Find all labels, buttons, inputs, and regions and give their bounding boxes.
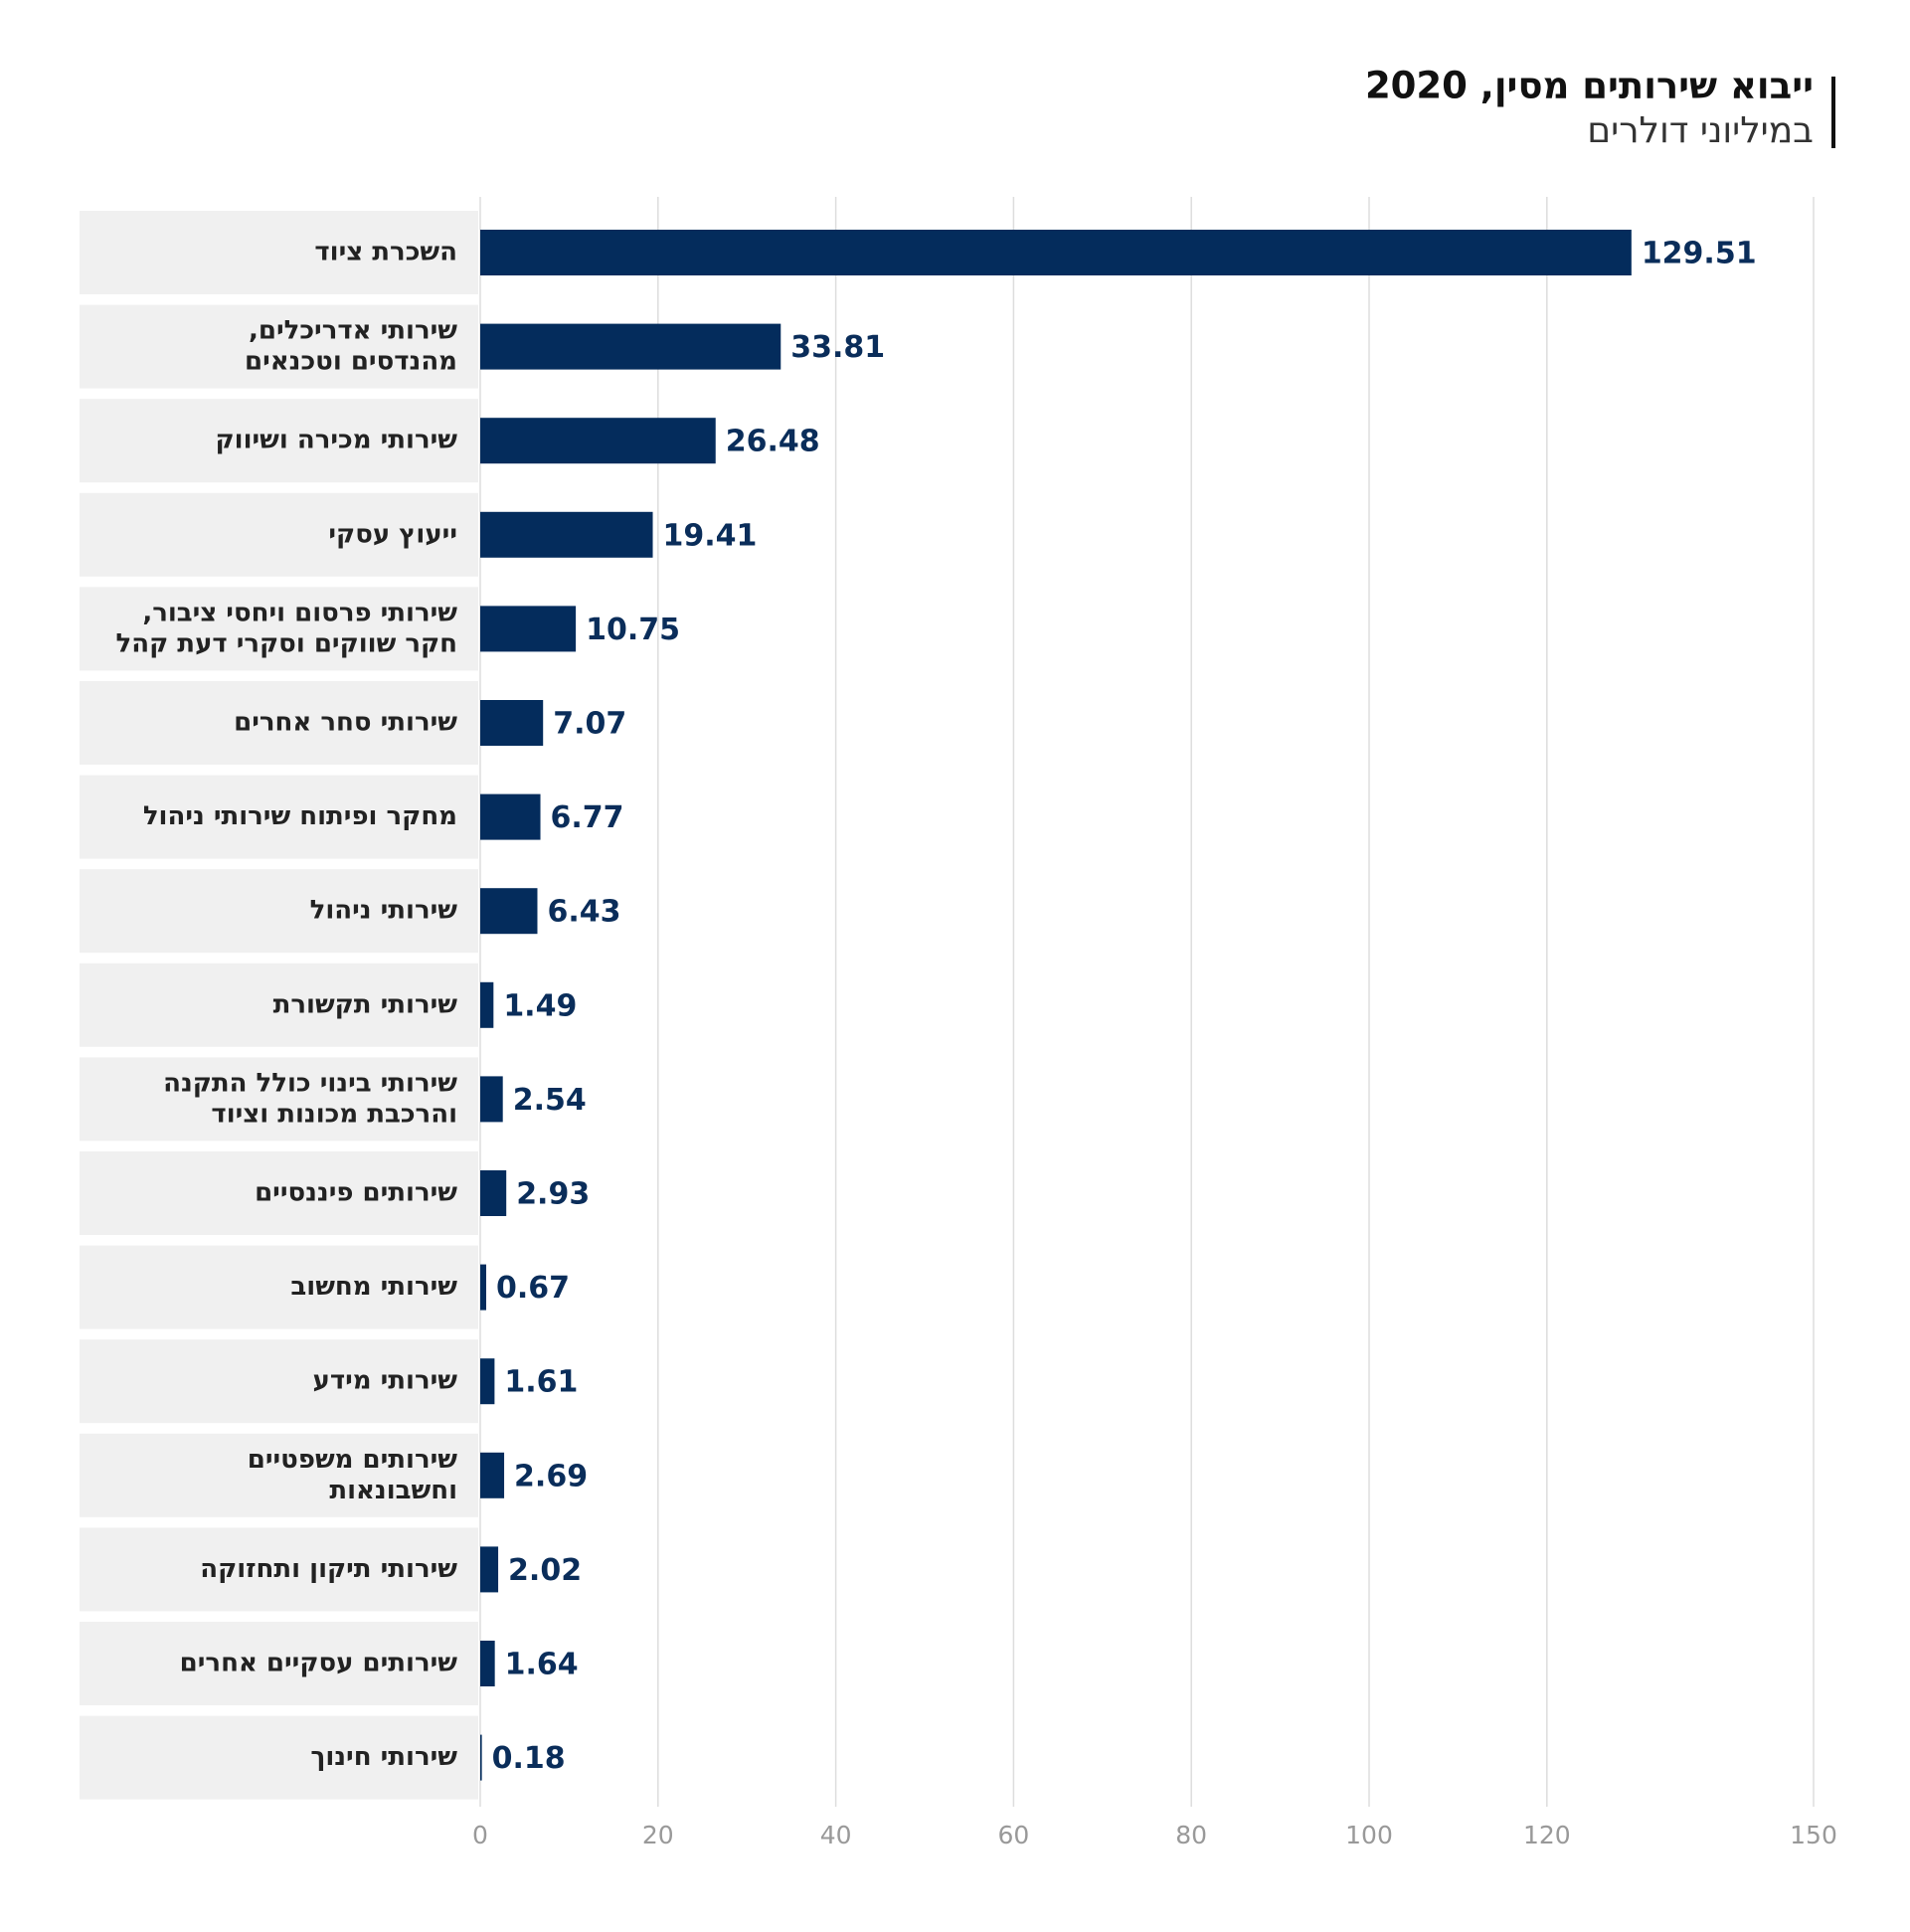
value-label: 33.81 bbox=[790, 330, 885, 365]
y-tick-label: שירותי פרסום ויחסי ציבור, bbox=[142, 598, 457, 627]
title-bar bbox=[1831, 77, 1835, 148]
x-tick-label: 120 bbox=[1523, 1821, 1571, 1849]
bar bbox=[480, 1734, 482, 1781]
category-panel bbox=[80, 869, 478, 954]
category-panel bbox=[80, 1339, 478, 1424]
category-panel bbox=[80, 587, 478, 671]
category-panel bbox=[80, 1151, 478, 1235]
bar bbox=[480, 1641, 495, 1686]
y-tick-label: שירותי מידע bbox=[313, 1366, 458, 1396]
y-tick-label: שירותים פיננסיים bbox=[255, 1178, 457, 1208]
category-panel bbox=[80, 1433, 478, 1517]
value-label: 2.69 bbox=[514, 1459, 588, 1493]
value-label: 7.07 bbox=[553, 707, 626, 742]
category-panel bbox=[80, 963, 478, 1047]
bar bbox=[480, 1452, 505, 1498]
value-label: 1.49 bbox=[503, 988, 577, 1023]
y-tick-label: והרכבת מכונות וציוד bbox=[211, 1099, 457, 1129]
bar bbox=[480, 1076, 503, 1123]
bar bbox=[480, 418, 716, 464]
x-tick-label: 20 bbox=[642, 1821, 674, 1849]
x-tick-label: 100 bbox=[1345, 1821, 1393, 1849]
value-label: 129.51 bbox=[1642, 237, 1757, 271]
y-tick-label: שירותי ניהול bbox=[310, 896, 458, 926]
y-tick-label: שירותי מחשוב bbox=[290, 1272, 457, 1302]
value-label: 2.54 bbox=[513, 1083, 587, 1118]
bar bbox=[480, 1358, 495, 1405]
x-tick-label: 40 bbox=[820, 1821, 852, 1849]
bar bbox=[480, 323, 781, 370]
category-panel bbox=[80, 775, 478, 859]
x-tick-label: 0 bbox=[472, 1821, 488, 1849]
value-label: 2.02 bbox=[508, 1553, 582, 1588]
y-tick-label: שירותים משפטיים bbox=[248, 1445, 458, 1475]
value-label: 1.64 bbox=[505, 1648, 579, 1682]
bar bbox=[480, 888, 538, 935]
bar bbox=[480, 511, 653, 558]
category-panel bbox=[80, 1527, 478, 1612]
value-label: 10.75 bbox=[586, 613, 680, 647]
category-panel bbox=[80, 492, 478, 577]
category-panel bbox=[80, 1622, 478, 1705]
category-panel bbox=[80, 211, 478, 294]
category-panel bbox=[80, 681, 478, 765]
chart-subtitle: במיליוני דולרים bbox=[1587, 110, 1814, 151]
category-panel bbox=[80, 304, 478, 389]
bar bbox=[480, 230, 1632, 275]
y-tick-label: מהנדסים וטכנאים bbox=[245, 347, 457, 377]
value-label: 26.48 bbox=[726, 425, 820, 459]
category-panel bbox=[80, 399, 478, 483]
x-tick-label: 80 bbox=[1175, 1821, 1207, 1849]
y-tick-label: שירותי אדריכלים, bbox=[249, 316, 457, 346]
bar bbox=[480, 606, 577, 652]
y-tick-label: שירותים עסקיים אחרים bbox=[180, 1649, 458, 1678]
y-tick-label: שירותי תקשורת bbox=[273, 989, 458, 1019]
category-panel bbox=[80, 1245, 478, 1329]
y-tick-label: חקר שווקים וסקרי דעת קהל bbox=[116, 628, 457, 658]
value-label: 0.18 bbox=[492, 1741, 566, 1776]
value-label: 19.41 bbox=[663, 518, 758, 553]
value-label: 6.43 bbox=[547, 895, 620, 930]
y-tick-label: שירותי תיקון ותחזוקה bbox=[200, 1554, 457, 1584]
value-label: 2.93 bbox=[516, 1177, 590, 1212]
bar bbox=[480, 981, 494, 1028]
category-panel bbox=[80, 1715, 478, 1800]
y-tick-label: שירותי בינוי כולל התקנה bbox=[163, 1068, 457, 1098]
category-panel bbox=[80, 1057, 478, 1142]
bar bbox=[480, 1546, 499, 1593]
y-tick-label: וחשבונאות bbox=[329, 1476, 457, 1505]
value-label: 0.67 bbox=[496, 1271, 570, 1306]
bar bbox=[480, 793, 541, 840]
value-label: 1.61 bbox=[504, 1365, 578, 1400]
bar bbox=[480, 700, 544, 746]
x-tick-label: 60 bbox=[997, 1821, 1029, 1849]
y-tick-label: השכרת ציוד bbox=[314, 238, 457, 267]
y-tick-label: שירותי סחר אחרים bbox=[234, 708, 457, 738]
x-tick-label: 150 bbox=[1790, 1821, 1837, 1849]
value-label: 6.77 bbox=[551, 800, 624, 835]
chart-title: ייבוא שירותים מסין, 2020 bbox=[1365, 65, 1814, 107]
y-tick-label: שירותי חינוך bbox=[310, 1742, 457, 1772]
bar bbox=[480, 1170, 507, 1216]
bar bbox=[480, 1264, 486, 1311]
y-tick-label: ייעוץ עסקי bbox=[328, 519, 457, 549]
y-tick-label: מחקר ופיתוח שירותי ניהול bbox=[143, 801, 457, 831]
y-tick-label: שירותי מכירה ושיווק bbox=[216, 426, 458, 455]
